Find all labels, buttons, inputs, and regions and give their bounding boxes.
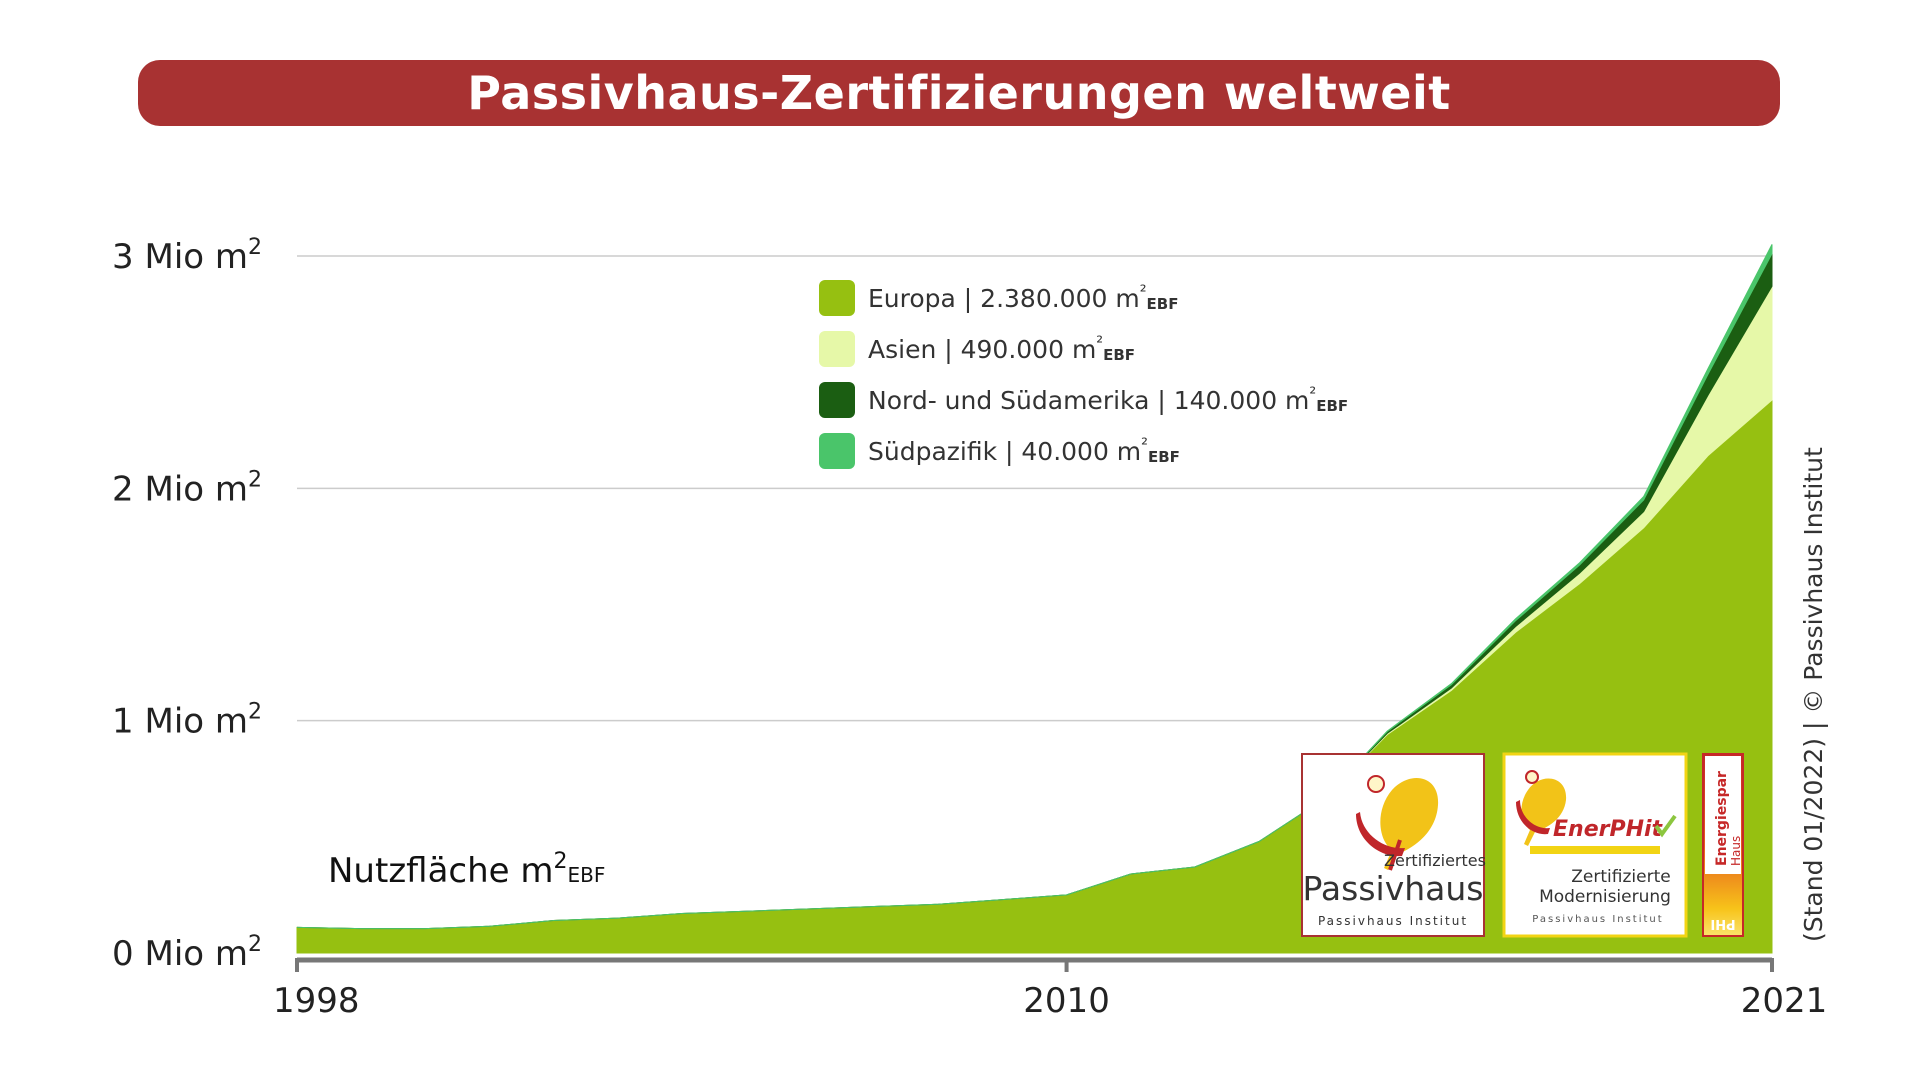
area-suedpazifik	[296, 244, 1773, 930]
legend-label-amerika: Nord- und Südamerika | 140.000 m²EBF	[868, 384, 1348, 415]
legend-label-suedpazifik: Südpazifik | 40.000 m²EBF	[868, 435, 1180, 466]
chart-title: Passivhaus-Zertifizierungen weltweit	[467, 66, 1451, 120]
x-tick-label: 2021	[1741, 981, 1828, 1021]
enerphit-brand: EnerPHit	[1553, 817, 1664, 842]
energiespar-logo-line3: PHI	[1710, 916, 1735, 931]
x-tick-label: 1998	[273, 981, 360, 1021]
y-unit-label: Nutzfläche m2EBF	[328, 849, 605, 891]
legend-swatch-amerika	[819, 382, 855, 418]
energiespar-logo-line1: Energiespar	[1714, 771, 1730, 866]
energiespar-logo: Energiespar Haus PHI	[1702, 753, 1744, 937]
legend-swatch-suedpazifik	[819, 433, 855, 469]
chart-title-bar: Passivhaus-Zertifizierungen weltweit	[138, 60, 1780, 126]
passivhaus-logo-line2: Passivhaus	[1303, 869, 1484, 908]
enerphit-logo-line1: Zertifizierte	[1571, 867, 1670, 887]
legend-label-europa: Europa | 2.380.000 m²EBF	[868, 282, 1178, 313]
passivhaus-sun-icon	[1367, 775, 1385, 793]
passivhaus-logo-line3: Passivhaus Institut	[1318, 914, 1468, 928]
check-icon	[1654, 814, 1677, 838]
enerphit-logo-line2: Modernisierung	[1539, 887, 1671, 907]
legend-label-asien: Asien | 490.000 m²EBF	[868, 333, 1135, 364]
credit-text: (Stand 01/2022) | © Passivhaus Institut	[1799, 447, 1828, 942]
legend: Europa | 2.380.000 m²EBF Asien | 490.000 …	[819, 280, 1348, 469]
x-tick-labels: 1998 2010 2021	[273, 958, 1827, 1021]
enerphit-logo: EnerPHit Zertifizierte Modernisierung Pa…	[1502, 752, 1688, 938]
passivhaus-logo-line1: Zertifiziertes	[1384, 851, 1486, 870]
y-tick-labels: 0 Mio m2 1 Mio m2 2 Mio m2 3 Mio m2	[112, 235, 262, 974]
y-tick-label: 1 Mio m2	[112, 700, 262, 742]
y-tick-label: 3 Mio m2	[112, 235, 262, 277]
enerphit-logo-line3: Passivhaus Institut	[1532, 914, 1663, 925]
passivhaus-logo: Zertifiziertes Passivhaus Passivhaus Ins…	[1301, 753, 1486, 937]
passivhaus-leaf-icon	[1380, 778, 1439, 870]
x-tick-label: 2010	[1023, 981, 1110, 1021]
legend-swatch-europa	[819, 280, 855, 316]
passivhaus-arc-icon	[1356, 812, 1405, 857]
y-tick-label: 0 Mio m2	[112, 932, 262, 974]
y-tick-label: 2 Mio m2	[112, 467, 262, 509]
legend-swatch-asien	[819, 331, 855, 367]
energiespar-logo-line2: Haus	[1729, 836, 1743, 866]
